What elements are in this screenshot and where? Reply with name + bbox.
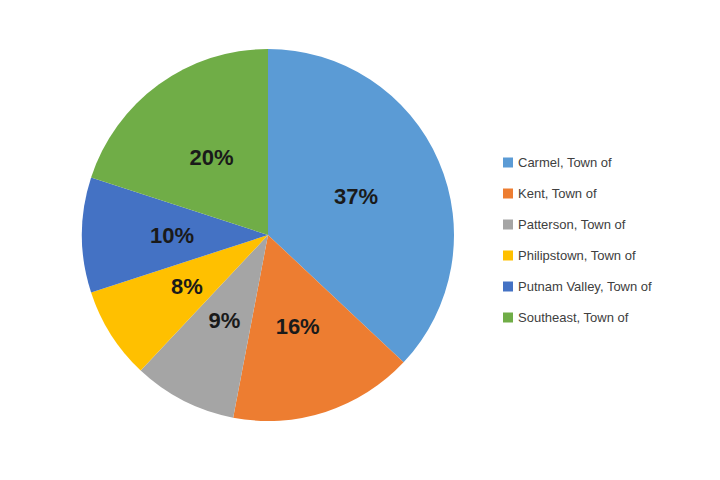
svg-text:Putnam Valley, Town of: Putnam Valley, Town of [518, 279, 652, 294]
svg-text:16%: 16% [276, 314, 320, 339]
svg-text:Carmel, Town of: Carmel, Town of [518, 155, 612, 170]
svg-text:37%: 37% [334, 184, 378, 209]
svg-text:Patterson, Town of: Patterson, Town of [518, 217, 626, 232]
svg-text:8%: 8% [171, 274, 203, 299]
svg-text:Kent, Town of: Kent, Town of [518, 186, 597, 201]
svg-text:Southeast, Town of: Southeast, Town of [518, 310, 629, 325]
svg-text:9%: 9% [209, 308, 241, 333]
svg-text:10%: 10% [150, 223, 194, 248]
svg-text:20%: 20% [190, 145, 234, 170]
svg-text:Philipstown, Town of: Philipstown, Town of [518, 248, 636, 263]
